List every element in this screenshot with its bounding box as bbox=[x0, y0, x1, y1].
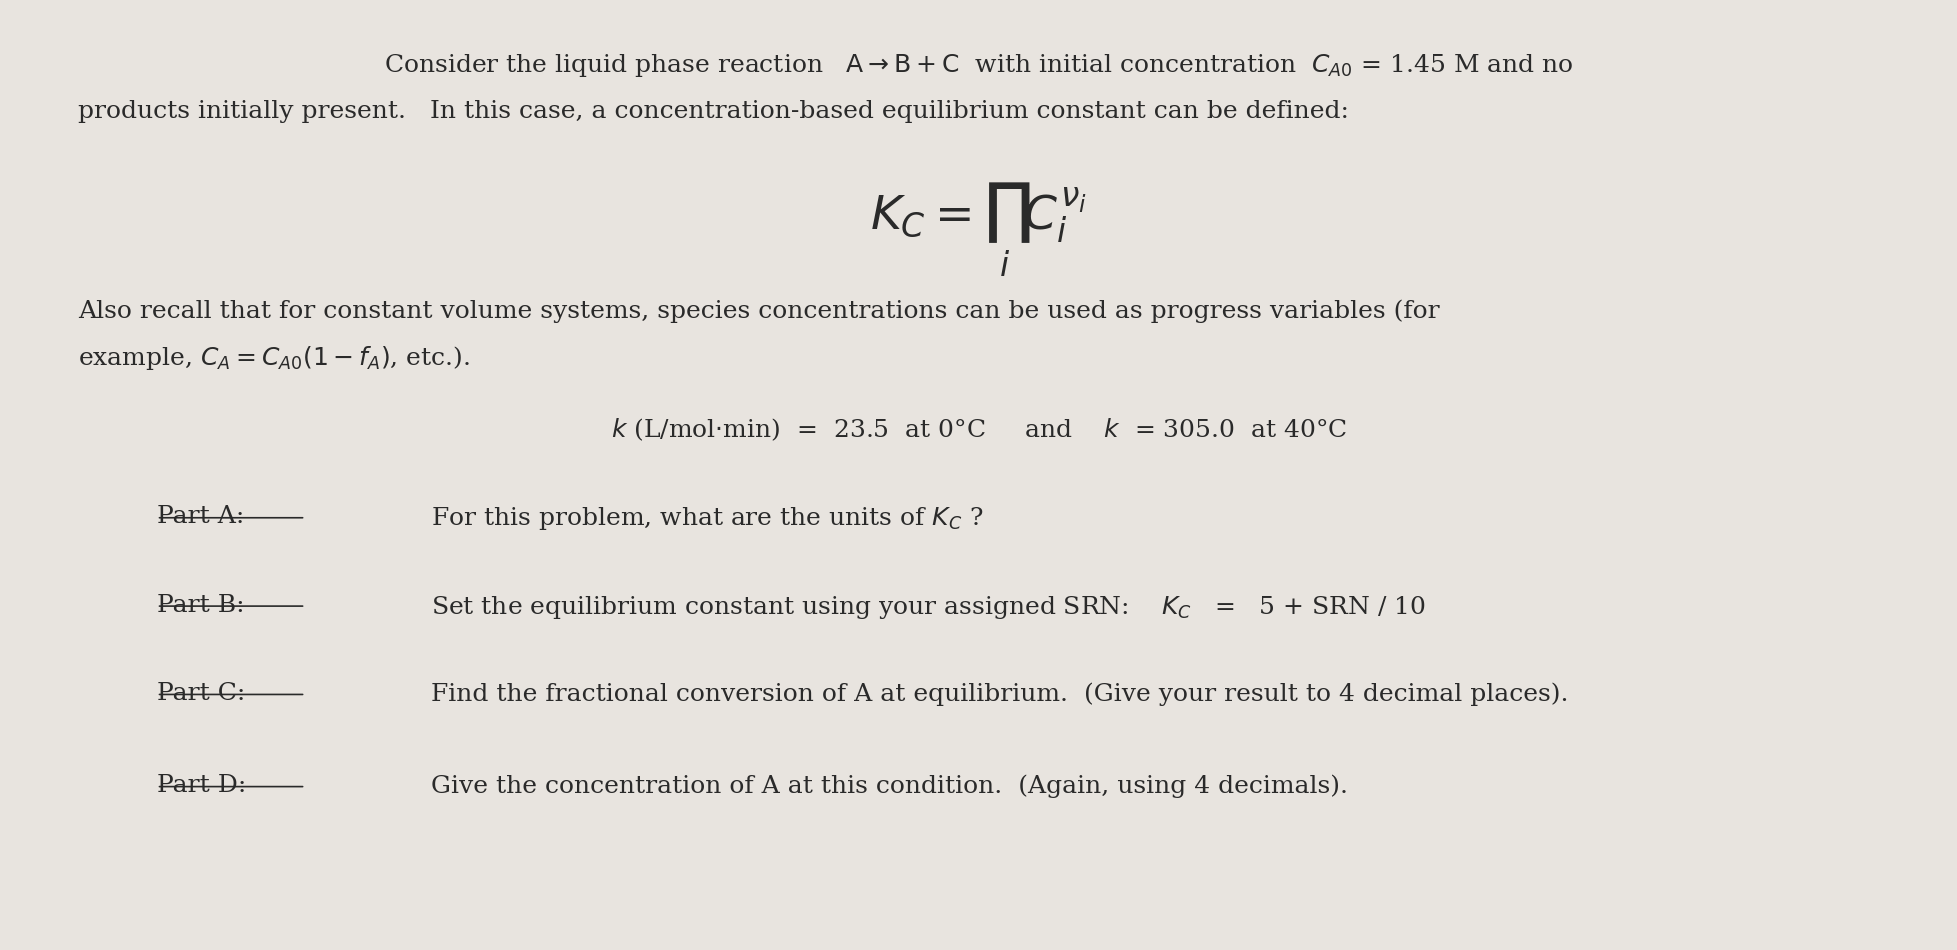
Text: Consider the liquid phase reaction   $\mathrm{A} \rightarrow \mathrm{B + C}$  wi: Consider the liquid phase reaction $\mat… bbox=[384, 52, 1573, 79]
Text: Also recall that for constant volume systems, species concentrations can be used: Also recall that for constant volume sys… bbox=[78, 299, 1438, 323]
Text: $k$ (L/mol$\cdot$min)  =  23.5  at 0°C     and    $k$  = 305.0  at 40°C: $k$ (L/mol$\cdot$min) = 23.5 at 0°C and … bbox=[611, 416, 1346, 443]
Text: For this problem, what are the units of $K_C$ ?: For this problem, what are the units of … bbox=[431, 505, 982, 532]
Text: Give the concentration of A at this condition.  (Again, using 4 decimals).: Give the concentration of A at this cond… bbox=[431, 774, 1346, 798]
Text: example, $C_A = C_{A0}(1-f_A)$, etc.).: example, $C_A = C_{A0}(1-f_A)$, etc.). bbox=[78, 344, 470, 371]
Text: Part C:: Part C: bbox=[157, 682, 245, 705]
Text: Part B:: Part B: bbox=[157, 594, 245, 617]
Text: products initially present.   In this case, a concentration-based equilibrium co: products initially present. In this case… bbox=[78, 100, 1348, 123]
Text: Part D:: Part D: bbox=[157, 774, 247, 797]
Text: Part A:: Part A: bbox=[157, 505, 245, 528]
Text: $K_C = \prod_i C_i^{\nu_i}$: $K_C = \prod_i C_i^{\nu_i}$ bbox=[871, 180, 1086, 279]
Text: Find the fractional conversion of A at equilibrium.  (Give your result to 4 deci: Find the fractional conversion of A at e… bbox=[431, 682, 1568, 706]
Text: Set the equilibrium constant using your assigned SRN:    $K_C$   =   5 + SRN / 1: Set the equilibrium constant using your … bbox=[431, 594, 1425, 620]
